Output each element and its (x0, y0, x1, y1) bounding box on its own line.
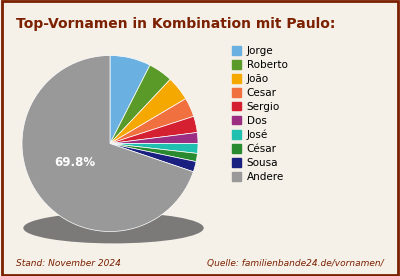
Wedge shape (110, 99, 194, 144)
Wedge shape (110, 132, 198, 144)
Wedge shape (110, 55, 150, 144)
Text: 69.8%: 69.8% (54, 156, 95, 169)
Legend: Jorge, Roberto, João, Cesar, Sergio, Dos, José, César, Sousa, Andere: Jorge, Roberto, João, Cesar, Sergio, Dos… (230, 44, 290, 184)
Wedge shape (110, 144, 198, 162)
Wedge shape (110, 65, 170, 144)
Wedge shape (110, 79, 186, 144)
Text: Quelle: familienbande24.de/vornamen/: Quelle: familienbande24.de/vornamen/ (207, 259, 384, 268)
Wedge shape (22, 55, 193, 232)
Wedge shape (110, 144, 198, 153)
Ellipse shape (23, 213, 204, 243)
Text: Top-Vornamen in Kombination mit Paulo:: Top-Vornamen in Kombination mit Paulo: (16, 17, 335, 31)
Text: Stand: November 2024: Stand: November 2024 (16, 259, 121, 268)
Wedge shape (110, 116, 197, 144)
Wedge shape (110, 144, 196, 172)
